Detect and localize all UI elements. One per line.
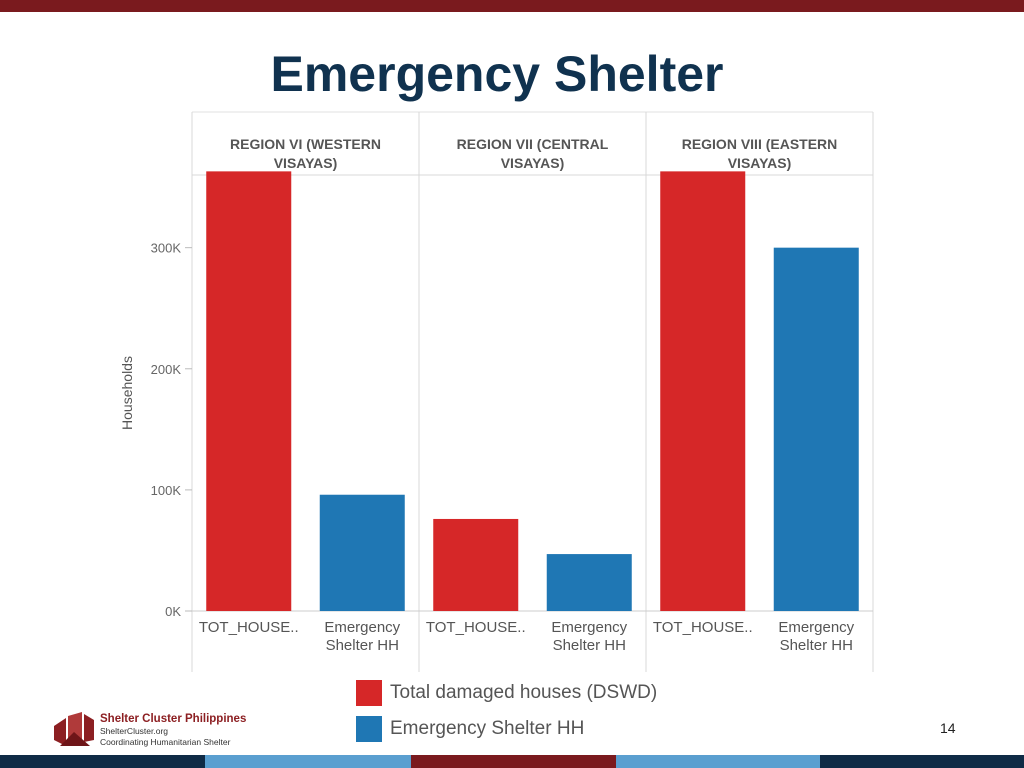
shelter-cluster-logo-icon <box>54 712 94 746</box>
panel-header-label: REGION VII (CENTRAL <box>457 136 609 152</box>
x-tick-label: TOT_HOUSE.. <box>426 619 526 636</box>
y-tick-label: 300K <box>151 241 182 256</box>
y-tick-label: 0K <box>165 604 181 619</box>
x-tick-label: Shelter HH <box>326 637 399 654</box>
footer-org-block: Shelter Cluster Philippines ShelterClust… <box>100 712 246 748</box>
slide-title: Emergency Shelter <box>270 46 724 102</box>
x-tick-label: Shelter HH <box>780 637 853 654</box>
bar-total-damaged <box>433 518 519 611</box>
y-tick-label: 200K <box>151 362 182 377</box>
bar-total-damaged <box>660 171 746 611</box>
y-tick-label: 100K <box>151 483 182 498</box>
bar-emergency-shelter <box>773 247 859 611</box>
legend-swatch-blue <box>356 716 382 742</box>
top-accent-bar <box>0 0 1024 12</box>
legend-label-total-damaged: Total damaged houses (DSWD) <box>390 682 658 703</box>
bar-total-damaged <box>206 171 292 611</box>
panel-header-label: VISAYAS) <box>501 155 565 171</box>
panel-header-label: VISAYAS) <box>274 155 338 171</box>
footer-org-url[interactable]: ShelterCluster.org <box>100 726 169 736</box>
x-tick-label: Emergency <box>551 619 627 636</box>
bottom-bar-segment <box>616 755 820 768</box>
y-axis-label: Households <box>119 356 135 430</box>
panel-header-label: VISAYAS) <box>728 155 792 171</box>
x-tick-label: TOT_HOUSE.. <box>199 619 299 636</box>
x-tick-label: Emergency <box>324 619 400 636</box>
bottom-accent-bar <box>0 755 1024 768</box>
panel-header-label: REGION VIII (EASTERN <box>682 136 838 152</box>
x-tick-label: Shelter HH <box>553 637 626 654</box>
legend-swatch-red <box>356 680 382 706</box>
footer-org-tagline: Coordinating Humanitarian Shelter <box>100 737 231 747</box>
x-tick-label: Emergency <box>778 619 854 636</box>
bottom-bar-segment <box>411 755 616 768</box>
bar-emergency-shelter <box>319 494 405 611</box>
panel-header-label: REGION VI (WESTERN <box>230 136 381 152</box>
x-tick-label: TOT_HOUSE.. <box>653 619 753 636</box>
bottom-bar-segment <box>0 755 205 768</box>
bottom-bar-segment <box>205 755 411 768</box>
footer-org-name: Shelter Cluster Philippines <box>100 713 247 725</box>
legend-label-emergency-shelter: Emergency Shelter HH <box>390 718 585 739</box>
page-number: 14 <box>940 720 956 736</box>
bottom-bar-segment <box>820 755 1024 768</box>
bar-emergency-shelter <box>546 554 632 611</box>
